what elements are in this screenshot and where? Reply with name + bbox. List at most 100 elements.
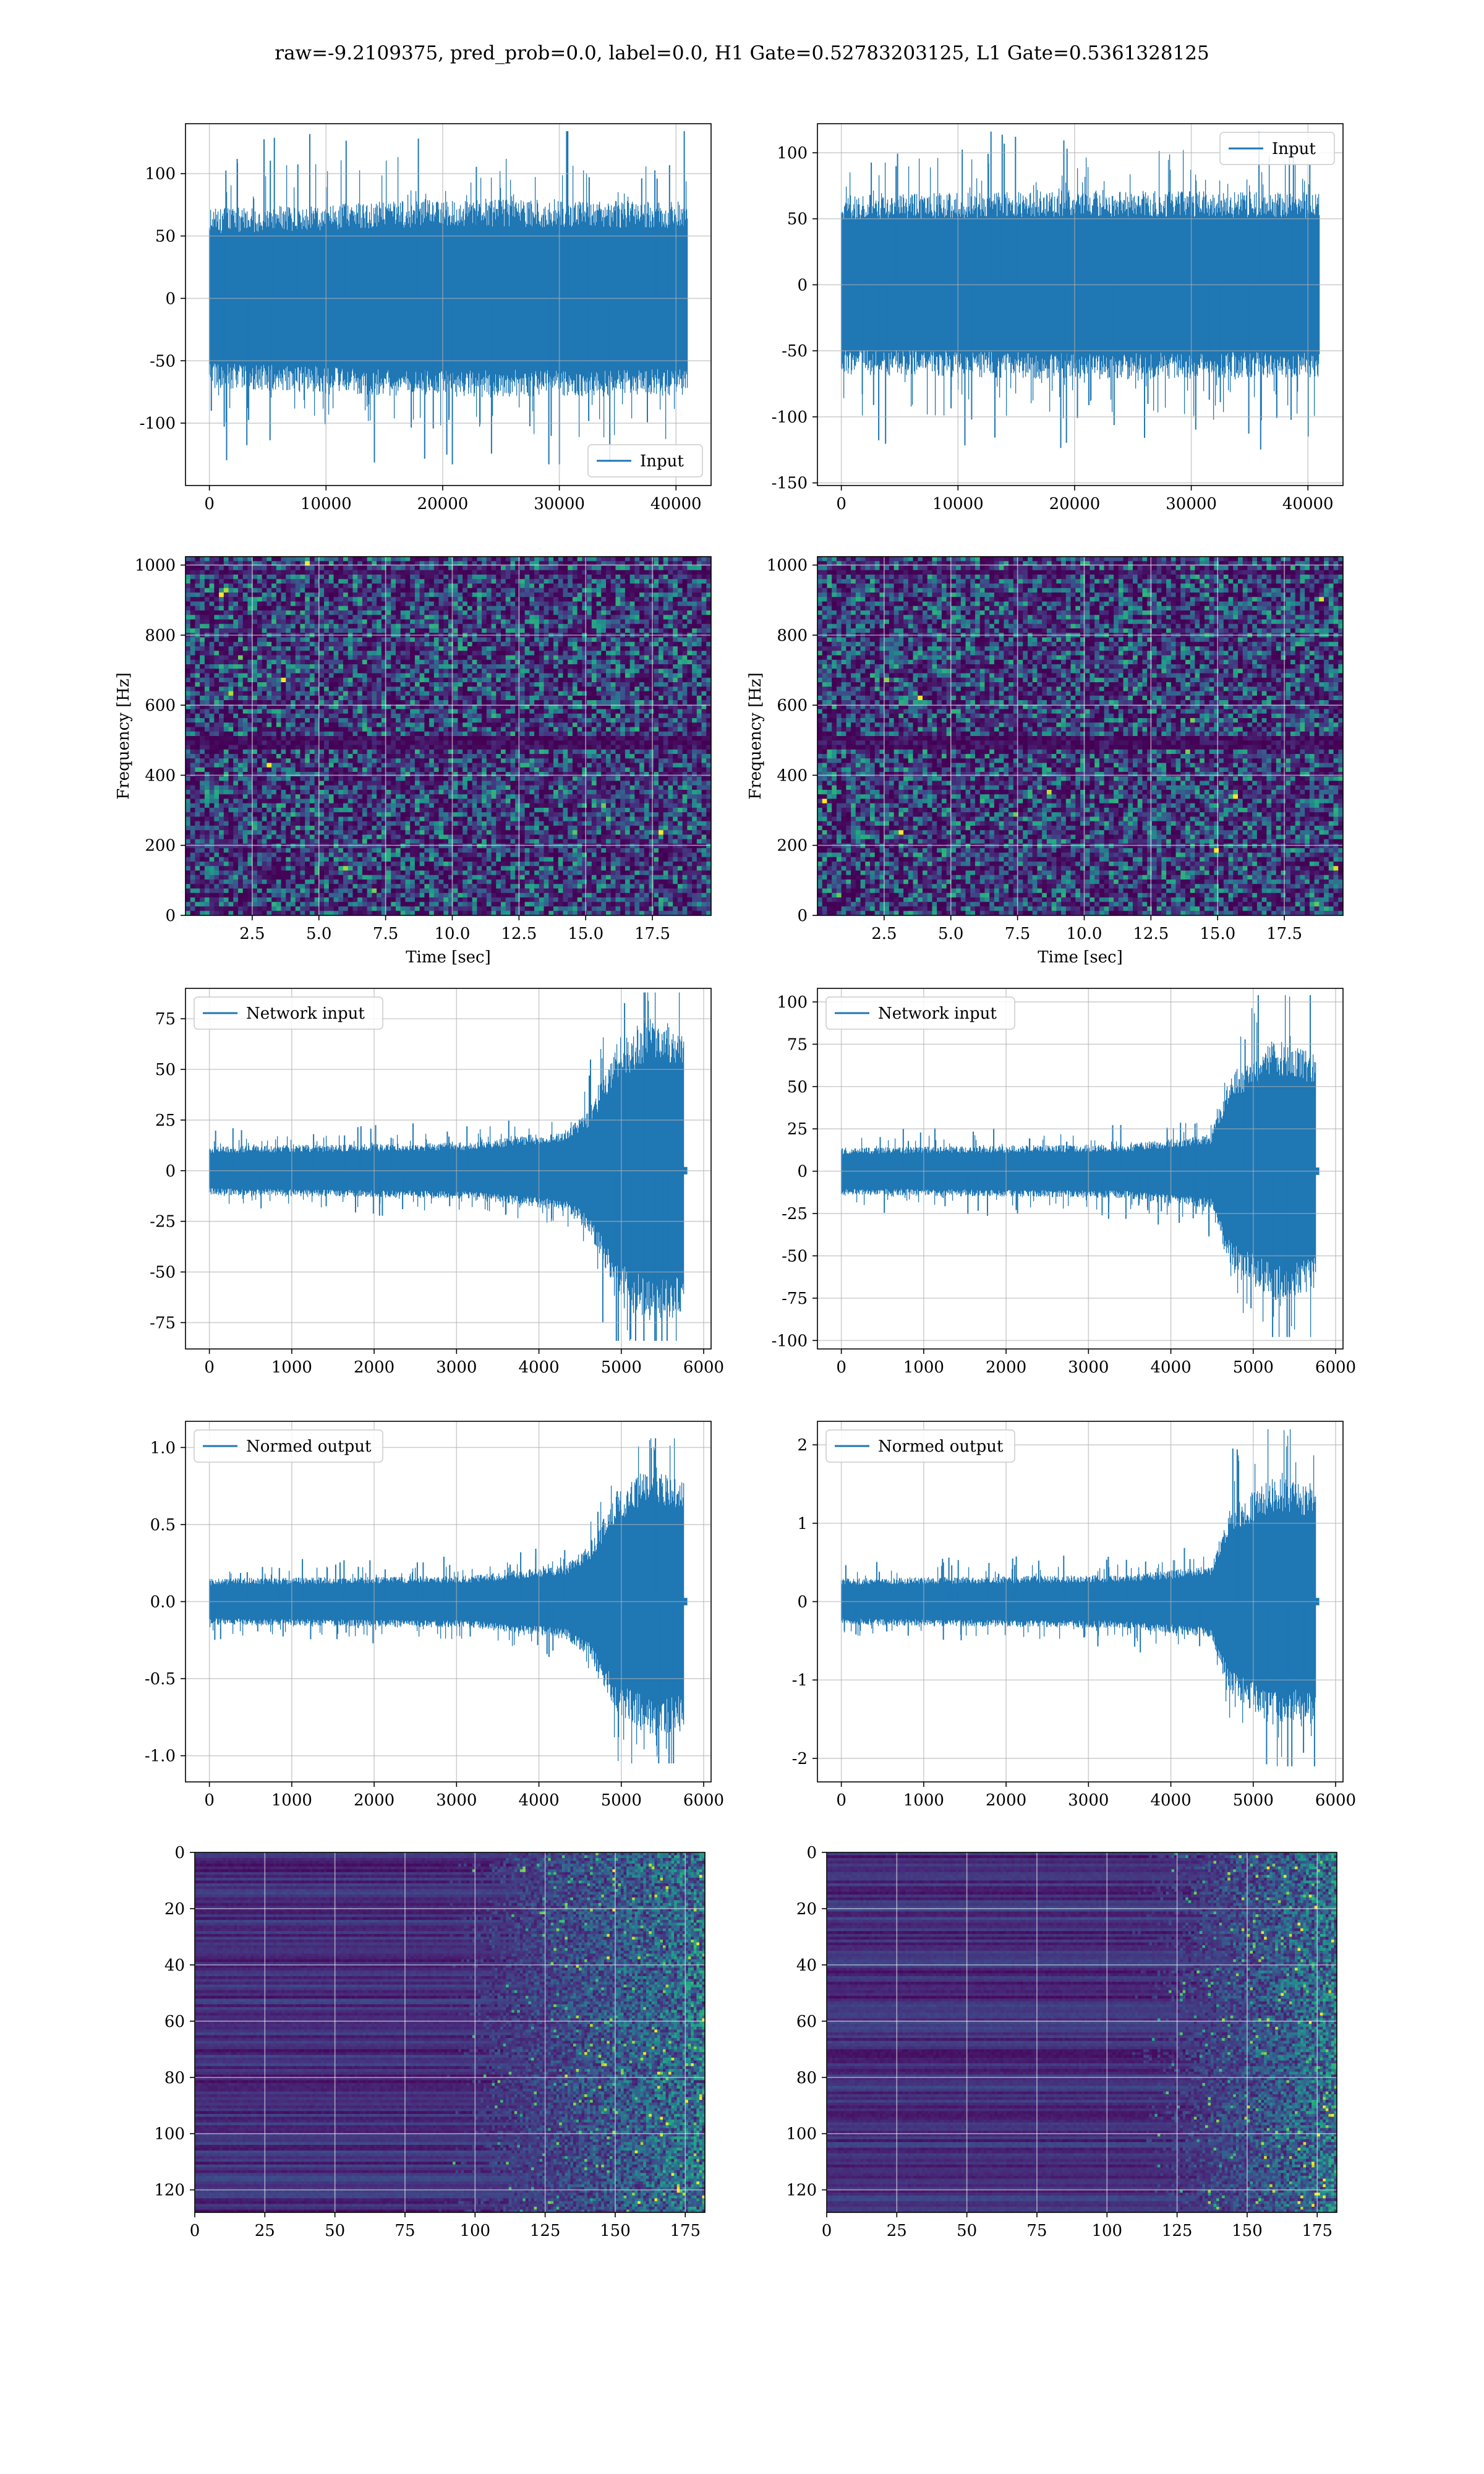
h1-feature-map-xtick-label: 50 — [325, 2222, 345, 2240]
h1-feature-map-xtick-label: 175 — [670, 2222, 701, 2240]
l1-network-input-ytick-label: -100 — [772, 1332, 808, 1350]
l1-feature-map-xtick-label: 25 — [887, 2222, 907, 2240]
l1-spectrogram-ytick-label: 200 — [777, 837, 808, 855]
h1-spectrogram-ytick-label: 400 — [145, 766, 176, 785]
h1-normed-output-xtick-label: 1000 — [271, 1791, 312, 1810]
h1-spectrogram-ytick-label: 800 — [145, 627, 176, 645]
h1-normed-output-legend: Normed output — [194, 1430, 383, 1462]
h1-network-input-ytick-label: -75 — [150, 1314, 176, 1332]
l1-network-input-series-line — [842, 995, 1319, 1337]
l1-normed-output-ytick-label: -1 — [792, 1671, 808, 1690]
h1-normed-output-panel: 0 1000 2000 3000 4000 5000 6000-1.0-0.50.00.51… — [145, 1421, 724, 1810]
l1-feature-map-ytick-label: 40 — [796, 1956, 817, 1975]
l1-network-input-panel: 0 1000 2000 3000 4000 5000 6000-100-75-50-2502… — [772, 988, 1357, 1377]
l1-normed-output-ytick-label: 2 — [797, 1436, 808, 1455]
l1-normed-output-xtick-label: 4000 — [1150, 1791, 1191, 1810]
h1-normed-output-series-line — [210, 1438, 687, 1763]
l1-network-input-xtick-label: 6000 — [1315, 1358, 1356, 1377]
l1-network-input-ytick-label: -50 — [782, 1247, 808, 1265]
h1-feature-map-plot-area — [195, 1852, 706, 2213]
l1-feature-map-ytick-label: 80 — [796, 2069, 817, 2087]
h1-feature-map-xtick-label: 75 — [394, 2222, 415, 2240]
h1-feature-map-ytick-label: 0 — [174, 1844, 185, 1862]
h1-feature-map-xtick-label: 125 — [530, 2222, 561, 2240]
h1-input-plot-area — [210, 131, 688, 464]
l1-network-input-xtick-label: 3000 — [1068, 1358, 1109, 1377]
l1-spectrogram-ytick-label: 600 — [777, 696, 808, 715]
h1-network-input-xtick-label: 3000 — [436, 1358, 477, 1377]
h1-spectrogram-panel: 2.5 5.0 7.5 10.0 12.5 15.0 17.5020040060080010… — [114, 557, 712, 967]
l1-normed-output-ytick-label: 1 — [797, 1515, 808, 1533]
l1-input-xtick-label: 40000 — [1282, 495, 1334, 513]
l1-feature-map-ytick-label: 120 — [786, 2181, 817, 2200]
l1-spectrogram-xlabel: Time [sec] — [1038, 948, 1123, 967]
l1-network-input-legend-label: Network input — [878, 1004, 997, 1023]
h1-spectrogram-ytick-label: 0 — [165, 907, 176, 925]
h1-network-input-ytick-label: 25 — [155, 1111, 176, 1130]
h1-spectrogram-ytick-label: 600 — [145, 696, 176, 715]
l1-input-xtick-label: 30000 — [1166, 495, 1217, 513]
l1-input-ytick-label: -100 — [772, 408, 808, 427]
l1-input-ytick-label: 50 — [787, 210, 808, 229]
h1-normed-output-xtick-label: 0 — [204, 1791, 215, 1810]
l1-feature-map-xtick-label: 100 — [1091, 2222, 1122, 2240]
l1-spectrogram-ytick-label: 400 — [777, 766, 808, 785]
h1-normed-output-xtick-label: 5000 — [601, 1791, 642, 1810]
l1-input-legend-label: Input — [1272, 140, 1316, 158]
l1-network-input-legend: Network input — [826, 997, 1015, 1029]
l1-network-input-xtick-label: 5000 — [1233, 1358, 1274, 1377]
h1-feature-map-ytick-label: 20 — [164, 1900, 185, 1919]
l1-network-input-ytick-label: -25 — [782, 1205, 808, 1223]
h1-spectrogram-xlabel: Time [sec] — [406, 948, 491, 967]
h1-spectrogram-xtick-label: 17.5 — [634, 925, 670, 943]
h1-input-xtick-label: 0 — [204, 495, 215, 513]
h1-spectrogram-ytick-label: 1000 — [135, 557, 176, 575]
h1-feature-map-ytick-label: 100 — [154, 2125, 185, 2144]
h1-spectrogram-xtick-label: 12.5 — [501, 925, 537, 943]
l1-normed-output-xtick-label: 5000 — [1233, 1791, 1274, 1810]
h1-input-ytick-label: -50 — [150, 352, 176, 370]
l1-spectrogram-ytick-label: 0 — [797, 907, 808, 925]
l1-network-input-ytick-label: 75 — [787, 1035, 808, 1054]
h1-network-input-xtick-label: 4000 — [518, 1358, 559, 1377]
l1-network-input-xtick-label: 1000 — [903, 1358, 944, 1377]
l1-normed-output-plot-area — [842, 1429, 1319, 1766]
h1-input-legend-label: Input — [640, 452, 684, 471]
l1-feature-map-ytick-label: 20 — [796, 1900, 817, 1919]
h1-spectrogram-plot-area — [186, 557, 712, 916]
h1-network-input-ytick-label: -50 — [150, 1264, 176, 1282]
l1-network-input-plot-area — [842, 995, 1319, 1337]
h1-spectrogram-ylabel: Frequency [Hz] — [114, 672, 133, 800]
l1-normed-output-legend: Normed output — [826, 1430, 1015, 1462]
l1-normed-output-xtick-label: 1000 — [903, 1791, 944, 1810]
l1-spectrogram-xtick-label: 12.5 — [1133, 925, 1169, 943]
l1-spectrogram-panel: 2.5 5.0 7.5 10.0 12.5 15.0 17.5020040060080010… — [746, 557, 1344, 967]
h1-network-input-plot-area — [210, 993, 687, 1341]
l1-spectrogram-xtick-label: 5.0 — [938, 925, 963, 943]
h1-spectrogram-xtick-label: 15.0 — [568, 925, 603, 943]
l1-input-ytick-label: -150 — [772, 474, 808, 493]
h1-spectrogram-xtick-label: 10.0 — [435, 925, 471, 943]
h1-network-input-series-line — [210, 993, 687, 1341]
h1-normed-output-plot-area — [210, 1438, 687, 1763]
l1-feature-map-ytick-label: 100 — [786, 2125, 817, 2144]
l1-network-input-ytick-label: 100 — [777, 993, 808, 1012]
h1-normed-output-legend-label: Normed output — [246, 1437, 372, 1456]
l1-normed-output-ytick-label: -2 — [792, 1750, 808, 1768]
h1-input-xtick-label: 30000 — [534, 495, 585, 513]
h1-feature-map-xtick-label: 25 — [255, 2222, 275, 2240]
l1-feature-map-ytick-label: 60 — [796, 2013, 817, 2031]
l1-feature-map-ytick-label: 0 — [806, 1844, 817, 1862]
h1-input-ytick-label: 100 — [145, 165, 176, 184]
l1-input-legend: Input — [1220, 132, 1334, 165]
h1-input-legend: Input — [588, 445, 702, 477]
l1-input-ytick-label: -50 — [782, 342, 808, 361]
h1-input-xtick-label: 40000 — [650, 495, 702, 513]
h1-input-ytick-label: 50 — [155, 228, 176, 246]
l1-normed-output-xtick-label: 6000 — [1315, 1791, 1356, 1810]
h1-network-input-xtick-label: 2000 — [354, 1358, 394, 1377]
h1-normed-output-ytick-label: 0.5 — [150, 1516, 176, 1534]
